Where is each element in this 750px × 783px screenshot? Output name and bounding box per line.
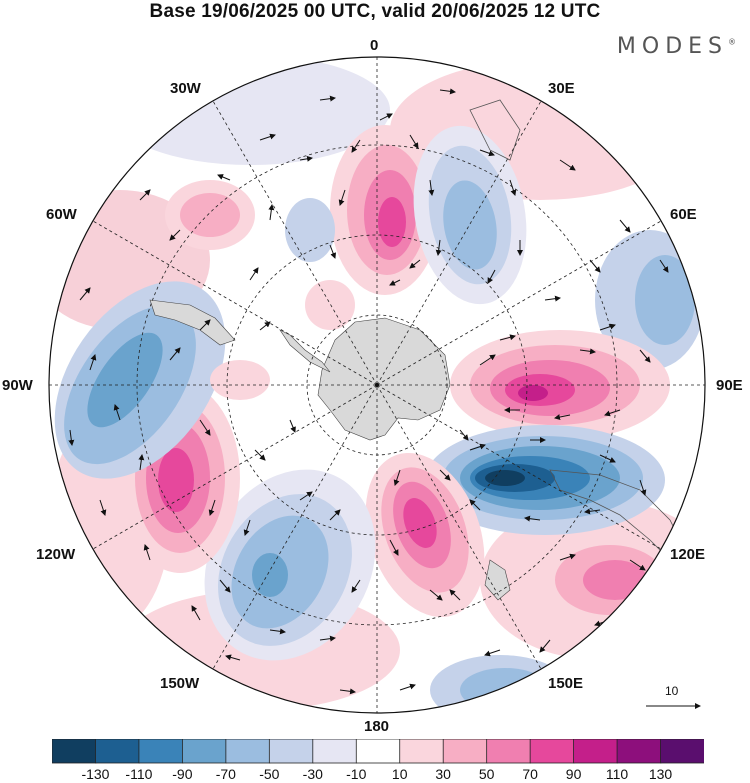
colorbar-swatch xyxy=(312,739,358,764)
lon-label-120e: 120E xyxy=(670,546,706,563)
colorbar-swatch xyxy=(442,739,488,764)
colorbar-swatch xyxy=(355,739,401,764)
modes-logo: MODES® xyxy=(617,34,736,59)
negative-anomaly xyxy=(460,668,550,712)
meridians xyxy=(49,57,705,713)
colorbar-tick-label: -130 xyxy=(81,766,110,782)
lon-label-30e: 30E xyxy=(548,80,575,97)
map-boundary xyxy=(48,56,706,714)
colorbar-swatch xyxy=(268,739,314,764)
negative-anomaly xyxy=(285,198,335,262)
colorbar-swatch xyxy=(616,739,662,764)
positive-anomaly xyxy=(403,498,437,548)
positive-anomaly xyxy=(158,448,194,512)
brand-text: MODES xyxy=(616,34,728,59)
registered-mark: ® xyxy=(728,37,736,47)
negative-anomaly xyxy=(87,332,163,428)
colorbar-tick-label: 70 xyxy=(522,766,538,782)
colorbar-swatch xyxy=(486,739,532,764)
lon-label-60e: 60E xyxy=(670,206,697,223)
reference-vector-label: 10 xyxy=(665,684,679,698)
south-america-coast xyxy=(149,299,236,346)
reference-vector-arrow xyxy=(646,703,701,709)
positive-anomaly xyxy=(305,280,355,330)
colorbar xyxy=(52,739,704,764)
colorbar-tick-label: 30 xyxy=(435,766,451,782)
lon-label-90e: 90E xyxy=(716,377,743,394)
africa-coast xyxy=(469,99,521,161)
colorbar-tick-label: -70 xyxy=(215,766,236,782)
colorbar-swatch xyxy=(573,739,618,764)
colorbar-tick-label: 130 xyxy=(648,766,673,782)
lon-label-30w: 30W xyxy=(170,80,201,97)
lon-label-150w: 150W xyxy=(160,675,200,692)
colorbar-tick-label: 10 xyxy=(391,766,408,782)
colorbar-tick-label: 90 xyxy=(565,766,582,782)
polar-stereographic-map xyxy=(48,56,706,714)
negative-anomaly xyxy=(635,255,695,345)
positive-anomaly xyxy=(378,197,406,247)
colorbar-tick-label: 50 xyxy=(478,766,495,782)
colorbar-swatch xyxy=(529,739,575,764)
antarctic-peninsula xyxy=(279,329,331,373)
antarctica-landmass xyxy=(317,317,451,441)
colorbar-tick-label: -50 xyxy=(259,766,280,782)
colorbar-swatch xyxy=(660,739,704,764)
colorbar-swatch xyxy=(181,739,227,764)
positive-anomaly xyxy=(583,560,647,600)
colorbar-tick-label: -30 xyxy=(302,766,323,782)
colorbar-tick-label: -10 xyxy=(346,766,367,782)
colorbar-tick-label: -90 xyxy=(172,766,193,782)
negative-anomaly xyxy=(485,470,525,486)
lon-label-120w: 120W xyxy=(36,546,76,563)
colorbar-swatch xyxy=(95,739,140,764)
colorbar-tick-label: 110 xyxy=(605,766,629,782)
positive-anomaly xyxy=(180,193,240,237)
wind-vectors xyxy=(68,88,669,695)
new-zealand-coast xyxy=(484,559,511,601)
negative-anomaly xyxy=(443,180,497,270)
negative-anomaly xyxy=(252,553,288,597)
lon-label-180: 180 xyxy=(364,718,390,735)
positive-anomaly xyxy=(518,385,548,401)
map-title: Base 19/06/2025 00 UTC, valid 20/06/2025… xyxy=(149,1,601,22)
colorbar-tick-label: -110 xyxy=(125,766,153,782)
colorbar-swatch xyxy=(52,739,97,764)
colorbar-swatch xyxy=(399,739,445,764)
lon-label-150e: 150E xyxy=(548,675,584,692)
colorbar-swatch xyxy=(138,739,184,764)
lon-label-90w: 90W xyxy=(2,377,33,394)
positive-anomaly xyxy=(210,360,270,400)
south-pole-marker xyxy=(375,383,379,387)
lon-label-0: 0 xyxy=(370,37,379,54)
colorbar-swatch xyxy=(225,739,271,764)
lon-label-60w: 60W xyxy=(46,206,77,223)
anomaly-field xyxy=(49,57,705,713)
